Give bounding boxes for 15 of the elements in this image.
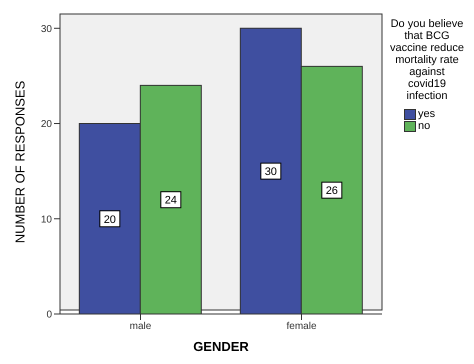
data-label: 20 — [104, 214, 116, 226]
y-tick-label: 30 — [40, 24, 52, 35]
legend-label: no — [418, 120, 430, 132]
x-axis-title: GENDER — [192, 339, 250, 354]
data-label: 30 — [264, 166, 277, 178]
y-tick-label: 0 — [46, 310, 52, 321]
y-tick-label: 20 — [40, 119, 52, 130]
data-label: 26 — [326, 185, 338, 198]
y-tick-label: 10 — [40, 214, 52, 226]
x-tick-label: male — [130, 321, 152, 332]
data-label: 24 — [164, 194, 177, 207]
legend-label: yes — [418, 108, 436, 120]
legend-title: Do you believe that BCG vaccine reduce mortality rate against covid19 infection — [390, 18, 464, 102]
y-axis-title: NUMBER OF RESPONSES — [12, 80, 28, 244]
x-tick-label: female — [286, 321, 317, 332]
